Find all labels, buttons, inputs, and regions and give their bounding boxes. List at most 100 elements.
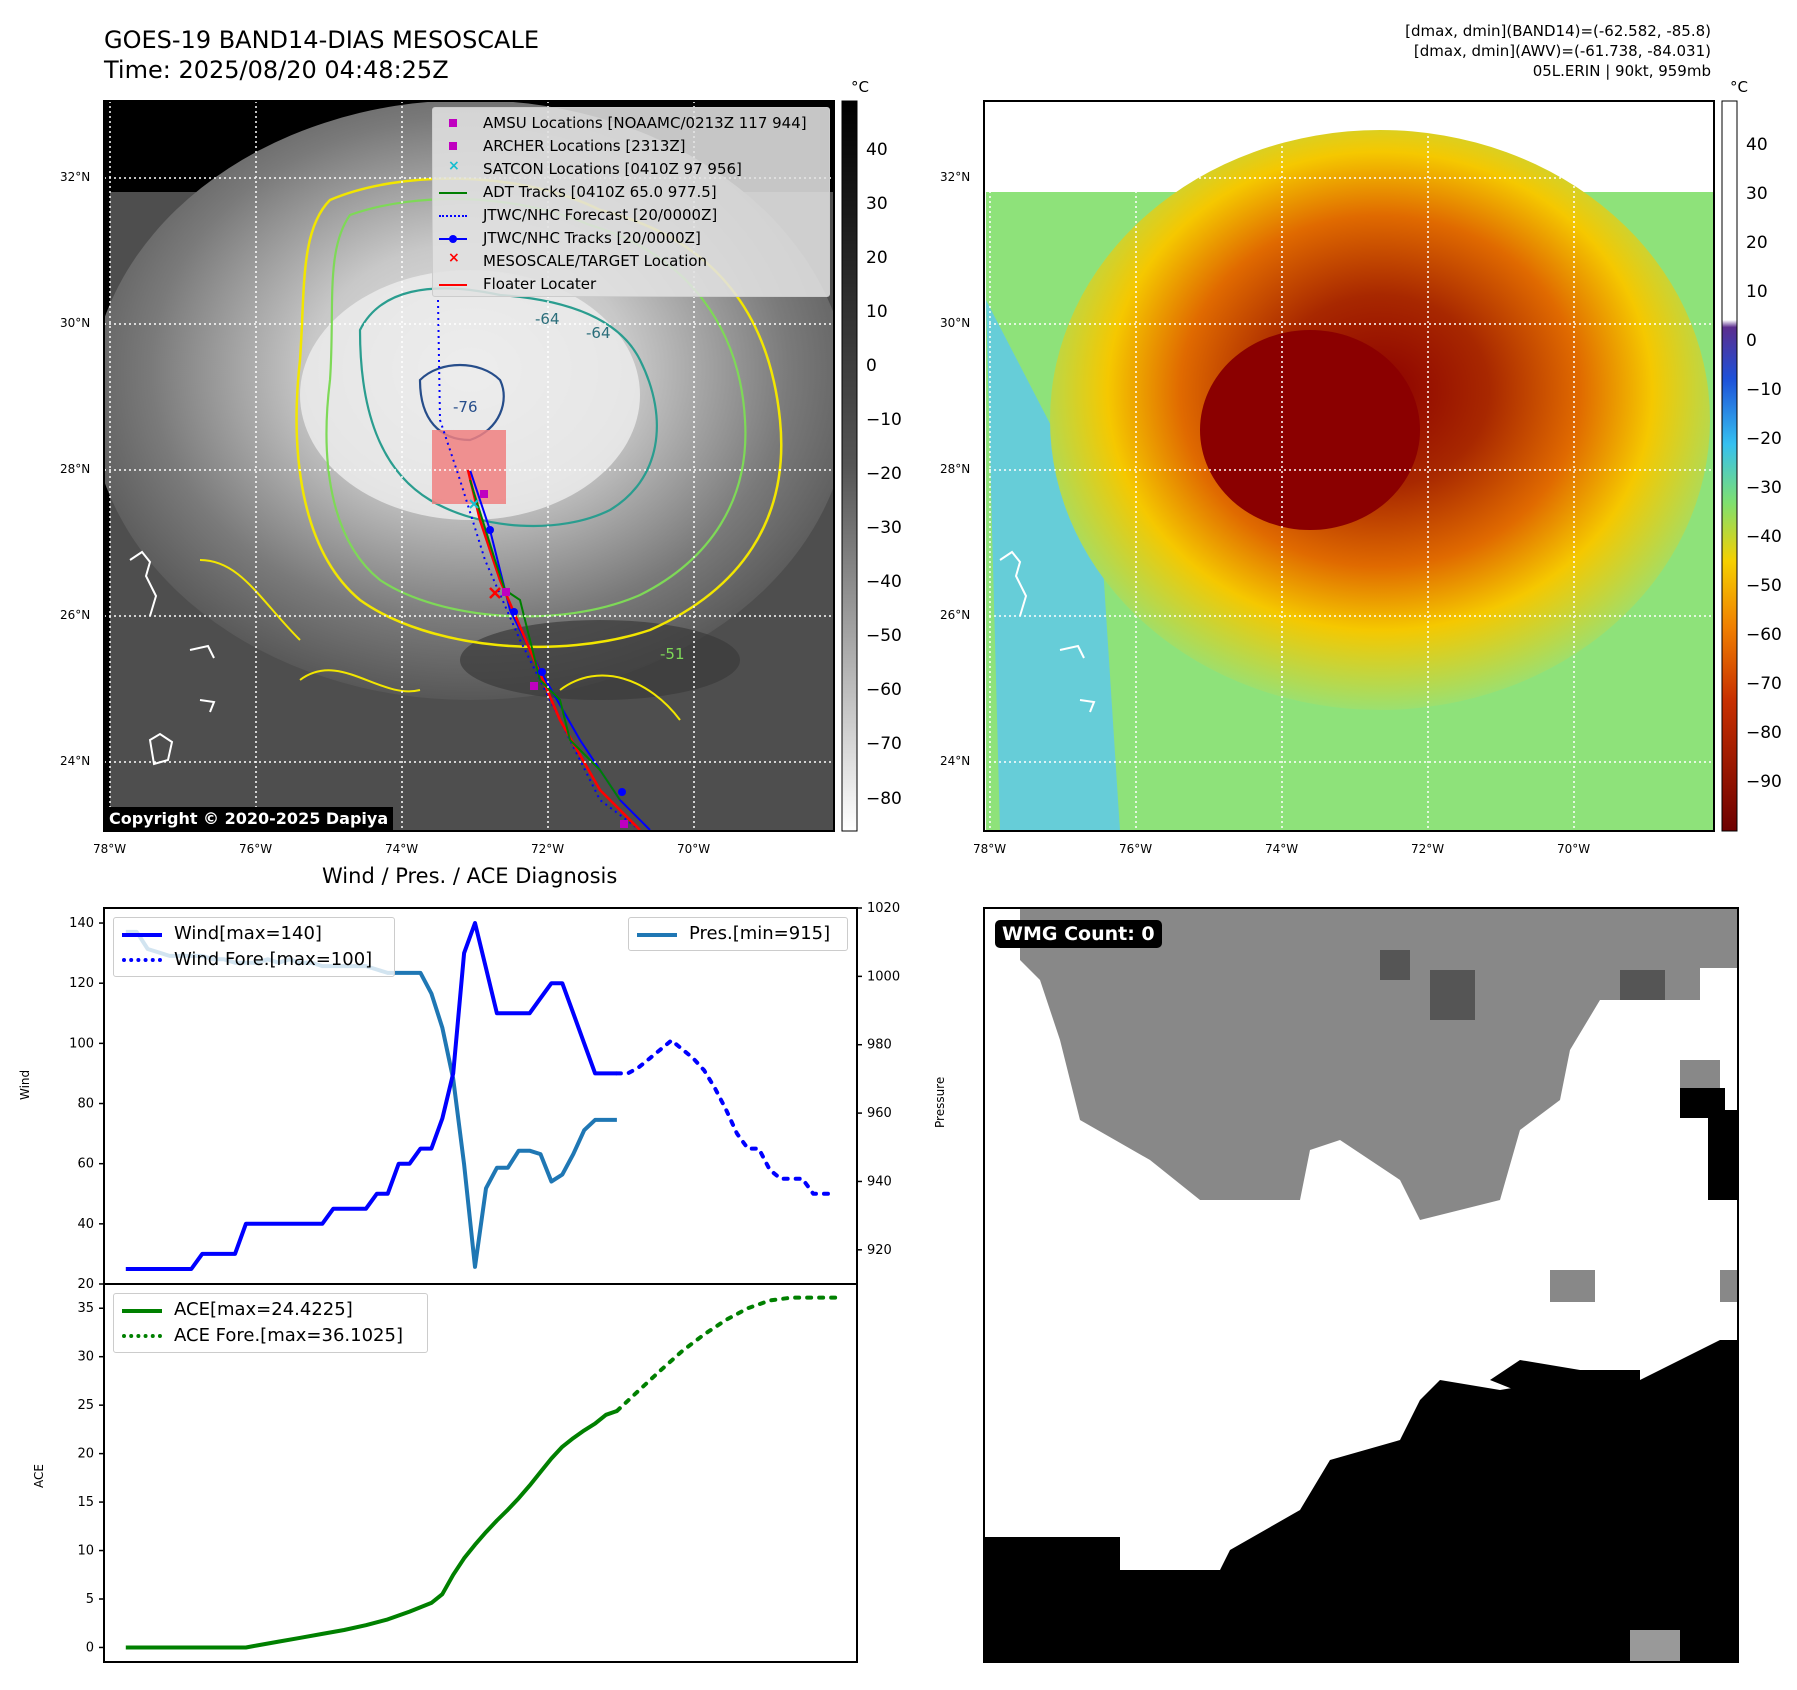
legend-label: AMSU Locations [NOAAMC/0213Z 117 944] [483,114,807,132]
lon-label: 72°W [1411,842,1445,856]
ace-tick-label: 35 [77,1301,94,1316]
colorbar-tick-label: −60 [1746,625,1782,646]
ir-legend: AMSU Locations [NOAAMC/0213Z 117 944] AR… [432,107,830,297]
wind-tick-label: 60 [77,1157,94,1172]
wind-tick-label: 80 [77,1097,94,1112]
legend-label: SATCON Locations [0410Z 97 956] [483,160,742,178]
colorbar-tick-label: −10 [1746,380,1782,401]
pressure-line [125,929,617,1269]
colorbar-tick-label: −70 [1746,674,1782,695]
lat-label: 32°N [940,170,971,184]
wind-axis-label: Wind [18,1069,32,1100]
legend-label: ACE[max=24.4225] [174,1299,353,1320]
ace-tick-label: 10 [77,1544,94,1559]
colorbar-tick-label: 20 [866,247,888,268]
legend-marker [439,192,467,194]
wind-tick-label: 20 [77,1277,94,1292]
lon-label: 74°W [1265,842,1299,856]
ace-line [125,1409,618,1650]
pressure-axis-label: Pressure [933,1076,947,1128]
ace-tick-label: 5 [86,1592,94,1607]
colorbar-tick-label: 40 [866,139,888,160]
figure-title-line1: GOES-19 BAND14-DIAS MESOSCALE [104,26,540,54]
colorbar-tick-label: −70 [866,734,902,755]
colorbar-tick-label: −20 [866,464,902,485]
figure-title-line2: Time: 2025/08/20 04:48:25Z [104,56,449,84]
colorbar-tick-label: −40 [1746,527,1782,548]
lon-label: 78°W [973,842,1007,856]
legend-entry-wind: Wind[max=140] [114,922,394,946]
legend-entry-ace-fore: ACE Fore.[max=36.1025] [114,1324,427,1348]
legend-entry-mesoscale: × MESOSCALE/TARGET Location [433,250,829,272]
legend-label: ACE Fore.[max=36.1025] [174,1325,403,1346]
legend-entry-wind-fore: Wind Fore.[max=100] [114,948,394,972]
pressure-tick-label: 1000 [867,969,900,984]
lat-label: 28°N [940,462,971,476]
colorbar-tick-label: −50 [1746,576,1782,597]
colorbar-tick-label: 40 [1746,135,1768,156]
wind-tick-label: 40 [77,1217,94,1232]
wind-tick-label: 120 [69,976,94,991]
legend-label: JTWC/NHC Tracks [20/0000Z] [483,229,701,247]
legend-label: MESOSCALE/TARGET Location [483,252,708,270]
wmg-count-badge: WMG Count: 0 [995,920,1162,948]
pressure-tick-label: 940 [867,1174,892,1189]
copyright-label: Copyright © 2020-2025 Dapiya [104,807,394,830]
colorbar-tick-label: −40 [866,572,902,593]
pressure-tick-label: 980 [867,1038,892,1053]
stats-line1: [dmax, dmin](BAND14)=(-62.582, -85.8) [1405,22,1711,40]
legend-entry-forecast: JTWC/NHC Forecast [20/0000Z] [433,206,829,226]
lat-label: 26°N [60,608,91,622]
legend-label: Wind Fore.[max=100] [174,949,373,970]
ir-satellite-map [103,100,1738,832]
lat-label: 30°N [940,316,971,330]
legend-marker [637,933,677,937]
wind-tick-label: 140 [69,916,94,931]
legend-marker [439,215,467,217]
lon-label: 70°W [1557,842,1591,856]
colorbar-tick-label: 30 [866,193,888,214]
legend-marker [122,933,162,937]
colorbar-tick-label: −20 [1746,429,1782,450]
diagnosis-title: Wind / Pres. / ACE Diagnosis [322,864,618,888]
legend-label: Floater Locater [483,275,597,293]
ace-tick-label: 0 [86,1640,94,1655]
lon-label: 72°W [531,842,565,856]
colorbar-tick-label: −80 [866,788,902,809]
lon-label: 74°W [385,842,419,856]
ace-tick-label: 15 [77,1495,94,1510]
colorbar-tick-label: 20 [1746,233,1768,254]
lat-label: 32°N [60,170,91,184]
legend-marker [449,119,457,127]
lat-label: 28°N [60,462,91,476]
stats-line2: [dmax, dmin](AWV)=(-61.738, -84.031) [1413,42,1711,60]
lat-label: 24°N [940,754,971,768]
legend-marker [122,1334,162,1338]
colorbar-tick-label: −80 [1746,723,1782,743]
colorbar-tick-label: −30 [866,518,902,539]
ir-colorbar-ticks: 40 30 20 10 0 −10 −20 −30 −40 −50 −60 −70 −80 [862,0,922,880]
lon-label: 78°W [93,842,127,856]
lat-label: 26°N [940,608,971,622]
legend-label: ADT Tracks [0410Z 65.0 977.5] [483,183,717,201]
lon-label: 70°W [677,842,711,856]
legend-marker [122,958,162,962]
colorbar-tick-label: 10 [1746,282,1768,303]
colorbar-tick-label: −60 [866,680,902,701]
colorbar-tick-label: −50 [866,626,902,647]
colorbar-tick-label: −10 [866,410,902,431]
colorbar-tick-label: −90 [1746,772,1782,792]
legend-label: JTWC/NHC Forecast [20/0000Z] [483,206,718,224]
contour-label: -51 [660,645,685,663]
pressure-tick-label: 920 [867,1243,892,1258]
wv-colorbar-unit: °C [1730,78,1748,96]
colorbar-tick-label: 0 [866,355,877,376]
ace-legend: ACE[max=24.4225] ACE Fore.[max=36.1025] [113,1293,428,1353]
pres-legend: Pres.[min=915] [628,917,848,951]
colorbar-tick-label: 10 [866,301,888,322]
legend-entry-amsu: AMSU Locations [NOAAMC/0213Z 117 944] [433,114,829,134]
legend-entry-ace: ACE[max=24.4225] [114,1298,427,1322]
legend-entry-floater: Floater Locater [433,275,829,295]
colorbar-tick-label: 0 [1746,331,1757,352]
pressure-tick-label: 1020 [867,901,900,916]
